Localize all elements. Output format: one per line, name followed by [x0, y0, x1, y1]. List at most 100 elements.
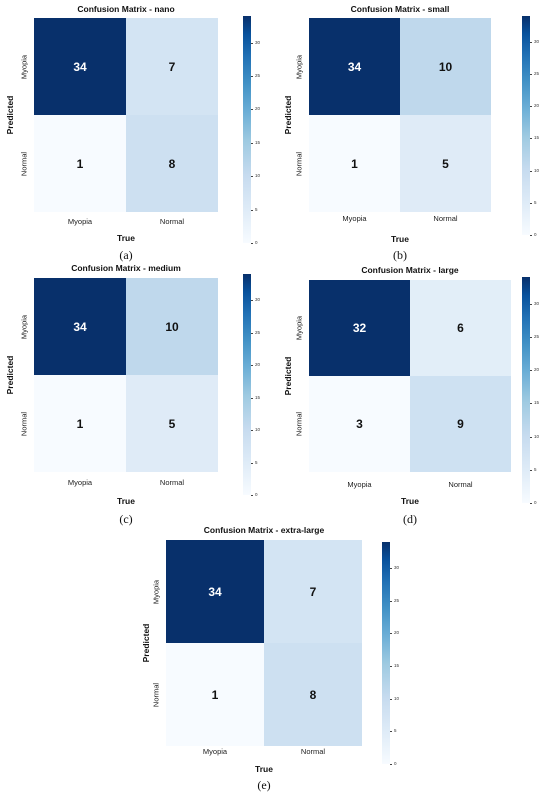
- colorbar-tick-label: 0: [394, 761, 397, 766]
- matrix-cell: 1: [34, 115, 126, 212]
- colorbar-tick-label: 30: [255, 39, 261, 45]
- colorbar-tick-label: 5: [394, 728, 397, 734]
- panel-caption: (e): [257, 778, 271, 792]
- colorbar-tick-label: 10: [534, 433, 540, 439]
- colorbar-tick-label: 0: [255, 492, 258, 497]
- y-axis-label: Predicted: [5, 355, 15, 395]
- y-tick-label: Myopia: [19, 54, 29, 79]
- matrix-cell: 34: [34, 278, 126, 375]
- colorbar-tick-mark: [251, 300, 253, 301]
- x-axis-label: True: [401, 496, 419, 506]
- matrix-cell: 7: [126, 18, 218, 115]
- colorbar-tick-mark: [251, 397, 253, 399]
- colorbar-tick-label: 25: [255, 329, 261, 335]
- colorbar-tick-label: 5: [534, 199, 537, 205]
- panel-caption: (c): [119, 512, 133, 526]
- colorbar-tick-label: 20: [255, 106, 261, 112]
- colorbar-tick-label: 15: [255, 394, 261, 400]
- x-tick-label: Myopia: [202, 747, 228, 756]
- colorbar-tick-mark: [530, 138, 532, 139]
- y-tick-label: Normal: [151, 682, 161, 707]
- y-tick-label: Myopia: [294, 315, 304, 341]
- matrix-cell: 6: [410, 280, 511, 376]
- colorbar-tick-label: 30: [255, 297, 261, 302]
- y-tick-label: Normal: [294, 411, 304, 437]
- colorbar-tick-mark: [251, 243, 253, 244]
- matrix-cell: 1: [34, 375, 126, 472]
- x-axis-label: True: [391, 234, 409, 244]
- matrix-cell: 3: [309, 376, 410, 472]
- colorbar-tick-mark: [390, 731, 392, 732]
- matrix-cell: 5: [400, 115, 491, 212]
- chart-title: Confusion Matrix - large: [361, 265, 459, 275]
- colorbar-tick-mark: [390, 666, 392, 667]
- x-tick-label: Myopia: [67, 478, 93, 487]
- colorbar-tick-label: 10: [394, 695, 400, 701]
- colorbar-tick-label: 5: [255, 206, 258, 212]
- colorbar-tick-label: 15: [534, 400, 540, 406]
- chart-title: Confusion Matrix - small: [350, 4, 450, 14]
- y-axis-label: Predicted: [141, 623, 151, 663]
- colorbar-tick-label: 30: [534, 300, 540, 306]
- colorbar-tick-label: 20: [534, 103, 540, 109]
- colorbar-tick-label: 15: [255, 139, 261, 145]
- colorbar: [243, 274, 251, 495]
- colorbar-tick-label: 0: [255, 240, 258, 245]
- y-tick-label: Myopia: [151, 579, 161, 604]
- colorbar-tick-mark: [390, 633, 392, 634]
- colorbar-tick-mark: [530, 370, 532, 371]
- y-tick-label: Normal: [294, 151, 304, 176]
- colorbar-tick-label: 25: [394, 597, 400, 603]
- matrix-cell: 34: [166, 540, 264, 643]
- colorbar-tick-mark: [251, 365, 253, 366]
- colorbar-tick-mark: [530, 202, 532, 204]
- matrix-cell: 1: [309, 115, 400, 212]
- matrix-cell: 34: [309, 18, 400, 115]
- y-tick-label: Normal: [19, 151, 29, 176]
- matrix-cell: 1: [166, 643, 264, 746]
- y-axis-label: Predicted: [5, 95, 15, 135]
- colorbar-tick-label: 10: [255, 427, 261, 432]
- colorbar-tick-mark: [251, 209, 253, 211]
- colorbar-tick-label: 10: [534, 167, 540, 173]
- colorbar-tick-mark: [251, 42, 253, 44]
- colorbar: [382, 542, 390, 764]
- matrix-cell: 8: [264, 643, 362, 746]
- colorbar-tick-mark: [251, 176, 253, 177]
- colorbar-tick-mark: [530, 73, 532, 75]
- colorbar-tick-label: 5: [534, 466, 537, 472]
- colorbar-tick-mark: [530, 503, 532, 504]
- colorbar-tick-mark: [530, 403, 532, 404]
- matrix-cell: 8: [126, 115, 218, 212]
- colorbar: [522, 16, 530, 235]
- matrix-cell: 9: [410, 376, 511, 472]
- colorbar-tick-label: 30: [534, 38, 540, 44]
- colorbar-tick-mark: [530, 303, 532, 305]
- x-tick-label: Myopia: [342, 214, 367, 223]
- matrix-cell: 32: [309, 280, 410, 376]
- x-tick-label: Normal: [159, 478, 185, 487]
- x-axis-label: True: [255, 764, 273, 774]
- colorbar-tick-mark: [251, 109, 253, 111]
- matrix-cell: 5: [126, 375, 218, 472]
- colorbar-tick-mark: [390, 764, 392, 765]
- colorbar-tick-mark: [530, 170, 532, 172]
- colorbar-tick-mark: [530, 106, 532, 107]
- chart-title: Confusion Matrix - medium: [71, 263, 181, 273]
- colorbar-tick-label: 20: [534, 367, 540, 373]
- colorbar-tick-label: 25: [534, 333, 540, 339]
- colorbar-tick-label: 15: [394, 663, 400, 669]
- colorbar-tick-mark: [390, 698, 392, 700]
- colorbar-tick-mark: [251, 76, 253, 77]
- colorbar-tick-label: 10: [255, 173, 261, 179]
- y-tick-label: Myopia: [19, 314, 29, 339]
- chart-title: Confusion Matrix - extra-large: [203, 525, 325, 535]
- matrix-cell: 7: [264, 540, 362, 643]
- colorbar-tick-mark: [251, 142, 253, 144]
- x-tick-label: Myopia: [67, 217, 93, 226]
- y-tick-label: Normal: [19, 411, 29, 436]
- y-tick-label: Myopia: [294, 54, 304, 79]
- colorbar-tick-label: 20: [255, 362, 261, 367]
- x-tick-label: Normal: [159, 217, 185, 226]
- colorbar-tick-label: 0: [534, 500, 537, 505]
